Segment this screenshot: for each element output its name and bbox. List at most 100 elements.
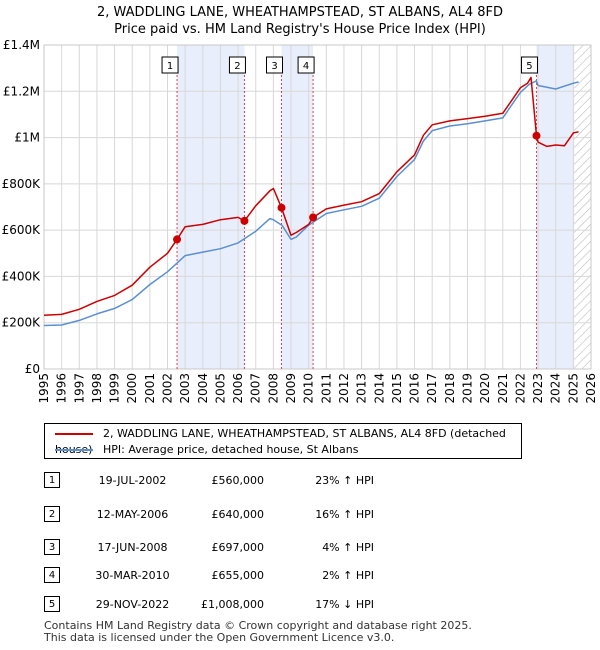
x-tick-label: 2008 xyxy=(266,373,280,404)
sale-price: £1,008,000 xyxy=(201,598,264,611)
x-tick-label: 2023 xyxy=(531,373,545,404)
marker-number: 4 xyxy=(303,61,309,72)
sale-date: 30-MAR-2010 xyxy=(95,569,170,582)
x-tick-label: 2006 xyxy=(231,373,245,404)
x-tick-label: 2015 xyxy=(390,373,404,404)
transaction-marker: 5 xyxy=(520,56,538,74)
x-tick-label: 2019 xyxy=(460,373,474,404)
transaction-point xyxy=(277,203,286,212)
x-tick-label: 2021 xyxy=(496,373,510,404)
transaction-marker: 3 xyxy=(266,56,284,74)
marker-number: 2 xyxy=(234,61,240,72)
plot-frame xyxy=(43,44,592,370)
legend-item-hpi: HPI: Average price, detached house, St A… xyxy=(55,442,358,458)
marker-number: 1 xyxy=(167,61,173,72)
transaction-markers: 1 2 3 4 5 xyxy=(161,56,538,74)
marker-box xyxy=(266,56,284,74)
x-tick-label: 2025 xyxy=(566,373,580,404)
transaction-point xyxy=(173,235,182,244)
license-text: This data is licensed under the Open Gov… xyxy=(44,631,395,644)
transaction-marker: 2 xyxy=(228,56,246,74)
x-tick-label: 1996 xyxy=(55,373,69,404)
x-tick-label: 2020 xyxy=(478,373,492,404)
property-line xyxy=(44,76,579,317)
marker-number: 5 xyxy=(526,61,532,72)
y-axis: £0 £200K £400K £600K £800K £1M £1.2M £1.4M xyxy=(2,38,42,376)
chart-title: 2, WADDLING LANE, WHEATHAMPSTEAD, ST ALB… xyxy=(96,5,503,20)
y-tick-label: £800K xyxy=(2,177,42,191)
highlight-band xyxy=(177,45,245,369)
gridlines xyxy=(43,44,592,370)
y-tick-label: £1.4M xyxy=(3,38,40,52)
legend-swatch-hpi xyxy=(55,449,93,451)
y-tick-label: £1.2M xyxy=(3,84,40,98)
marker-box xyxy=(297,56,315,74)
highlight-band xyxy=(281,45,314,369)
x-tick-label: 2024 xyxy=(549,373,563,404)
x-tick-label: 2001 xyxy=(143,373,157,404)
transaction-point xyxy=(532,131,541,140)
y-tick-label: £400K xyxy=(2,269,42,283)
chart-title-block: 2, WADDLING LANE, WHEATHAMPSTEAD, ST ALB… xyxy=(0,4,600,38)
transaction-point xyxy=(240,216,249,225)
sale-number: 2 xyxy=(44,506,60,522)
legend-item-property: 2, WADDLING LANE, WHEATHAMPSTEAD, ST ALB… xyxy=(55,426,521,456)
x-tick-label: 2022 xyxy=(513,373,527,404)
transaction-vlines xyxy=(176,75,537,369)
x-tick-label: 2018 xyxy=(443,373,457,404)
legend-label-hpi: HPI: Average price, detached house, St A… xyxy=(103,443,359,456)
footer: Contains HM Land Registry data © Crown c… xyxy=(44,620,472,644)
x-tick-label: 2017 xyxy=(425,373,439,404)
x-tick-label: 2009 xyxy=(284,373,298,404)
legend-swatch-property xyxy=(55,433,93,435)
x-tick-label: 2026 xyxy=(584,373,598,404)
sale-hpi-diff: 23% ↑ HPI xyxy=(315,474,374,487)
sale-date: 19-JUL-2002 xyxy=(98,474,167,487)
marker-number: 3 xyxy=(271,61,277,72)
x-axis: 1995 1996 1997 1998 1999 2000 2001 2002 2003 2004… xyxy=(37,373,598,404)
sale-price: £560,000 xyxy=(211,474,265,487)
x-tick-label: 2004 xyxy=(196,373,210,404)
sale-row: 4 30-MAR-2010 £655,000 2% ↑ HPI xyxy=(44,567,564,585)
sale-row: 1 19-JUL-2002 £560,000 23% ↑ HPI xyxy=(44,472,564,490)
sale-hpi-diff: 2% ↑ HPI xyxy=(322,569,374,582)
sale-price: £655,000 xyxy=(211,569,265,582)
sale-row: 2 12-MAY-2006 £640,000 16% ↑ HPI xyxy=(44,506,564,524)
transaction-point xyxy=(309,213,318,222)
x-tick-label: 2005 xyxy=(213,373,227,404)
sale-number: 4 xyxy=(44,567,60,583)
y-tick-label: £600K xyxy=(2,223,42,237)
x-tick-label: 2013 xyxy=(355,373,369,404)
chart-subtitle: Price paid vs. HM Land Registry's House … xyxy=(114,22,486,37)
series-lines xyxy=(44,76,579,327)
sale-number: 1 xyxy=(44,472,60,488)
sale-number: 3 xyxy=(44,539,60,555)
hpi-line xyxy=(44,80,579,327)
x-tick-label: 2016 xyxy=(408,373,422,404)
y-tick-label: £1M xyxy=(14,131,40,145)
x-tick-label: 2010 xyxy=(302,373,316,404)
forecast-hatch xyxy=(574,45,591,369)
x-tick-label: 1995 xyxy=(37,373,51,404)
sale-row: 5 29-NOV-2022 £1,008,000 17% ↓ HPI xyxy=(44,596,564,614)
y-tick-label: £200K xyxy=(2,316,42,330)
x-tick-label: 2011 xyxy=(319,373,333,404)
sale-date: 29-NOV-2022 xyxy=(95,598,170,611)
transaction-points xyxy=(173,131,541,244)
sale-row: 3 17-JUN-2008 £697,000 4% ↑ HPI xyxy=(44,539,564,557)
sale-hpi-diff: 4% ↑ HPI xyxy=(322,541,374,554)
x-tick-label: 2003 xyxy=(178,373,192,404)
sale-price: £640,000 xyxy=(211,508,265,521)
x-tick-label: 1998 xyxy=(90,373,104,404)
sale-number: 5 xyxy=(44,596,60,612)
transaction-marker: 1 xyxy=(161,56,179,74)
sale-hpi-diff: 16% ↑ HPI xyxy=(315,508,374,521)
marker-box xyxy=(228,56,246,74)
x-tick-label: 2000 xyxy=(125,373,139,404)
legend: 2, WADDLING LANE, WHEATHAMPSTEAD, ST ALB… xyxy=(44,423,522,459)
y-tick-label: £0 xyxy=(25,362,40,376)
copyright-text: Contains HM Land Registry data © Crown c… xyxy=(44,619,472,632)
sale-date: 12-MAY-2006 xyxy=(96,508,169,521)
marker-box xyxy=(520,56,538,74)
x-tick-label: 2014 xyxy=(372,373,386,404)
